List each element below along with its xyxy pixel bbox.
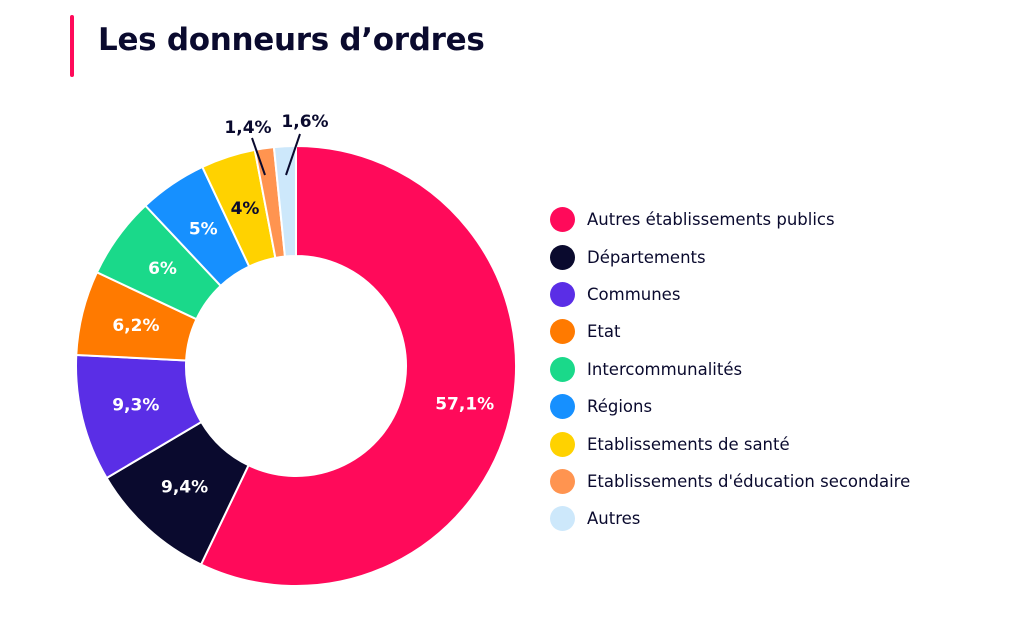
legend-label: Départements	[587, 247, 706, 267]
slice-value-label: 1,4%	[224, 118, 271, 138]
slice-value-label: 57,1%	[435, 394, 494, 414]
legend-item: Régions	[550, 388, 910, 425]
slice-value-label: 4%	[231, 199, 260, 219]
legend-swatch	[550, 356, 575, 382]
donut-slice	[272, 144, 297, 258]
chart-title: Les donneurs d’ordres	[98, 22, 485, 58]
legend-label: Etablissements de santé	[587, 434, 790, 454]
legend-item: Etablissements de santé	[550, 425, 910, 462]
legend-swatch	[550, 468, 575, 494]
legend-label: Autres établissements publics	[587, 210, 835, 230]
legend-label: Régions	[587, 397, 653, 417]
legend-item: Autres	[550, 500, 910, 537]
legend-swatch	[550, 319, 575, 345]
legend-swatch	[550, 394, 575, 420]
legend-label: Communes	[587, 284, 681, 304]
legend-item: Autres établissements publics	[550, 201, 910, 238]
leader-line	[285, 133, 301, 176]
legend-label: Etablissements d'éducation secondaire	[587, 471, 911, 491]
legend-swatch	[550, 281, 575, 307]
chart-legend: Autres établissements publics Département…	[550, 201, 910, 538]
donut-slice	[199, 144, 518, 587]
legend-item: Etat	[550, 313, 910, 350]
legend-item: Etablissements d'éducation secondaire	[550, 463, 910, 500]
legend-label: Etat	[587, 322, 621, 342]
legend-swatch	[550, 244, 575, 270]
legend-label: Intercommunalités	[587, 359, 743, 379]
legend-swatch	[550, 207, 575, 233]
slice-value-label: 9,4%	[161, 478, 208, 498]
slice-value-label: 9,3%	[112, 396, 159, 416]
slice-value-label: 1,6%	[281, 112, 328, 132]
leader-line	[251, 137, 266, 176]
title-accent-bar	[70, 15, 74, 77]
legend-swatch	[550, 431, 575, 457]
slice-value-label: 5%	[189, 220, 218, 240]
slice-value-label: 6%	[148, 259, 177, 279]
legend-swatch	[550, 506, 575, 532]
legend-label: Autres	[587, 509, 641, 529]
legend-item: Intercommunalités	[550, 351, 910, 388]
legend-item: Départements	[550, 238, 910, 275]
legend-item: Communes	[550, 276, 910, 313]
slice-value-label: 6,2%	[112, 316, 159, 336]
